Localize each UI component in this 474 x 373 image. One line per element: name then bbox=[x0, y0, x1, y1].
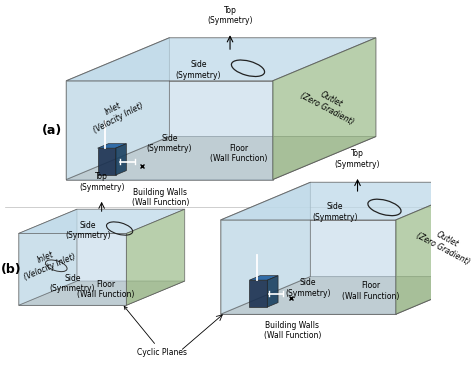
Text: Side
(Symmetry): Side (Symmetry) bbox=[285, 278, 331, 298]
Text: Side
(Symmetry): Side (Symmetry) bbox=[65, 220, 111, 240]
Polygon shape bbox=[220, 182, 310, 314]
Polygon shape bbox=[127, 209, 185, 305]
Polygon shape bbox=[249, 276, 278, 280]
Polygon shape bbox=[273, 38, 376, 179]
Polygon shape bbox=[66, 81, 273, 179]
Text: Inlet
(Velocity Inlet): Inlet (Velocity Inlet) bbox=[18, 242, 77, 282]
Text: Side
(Symmetry): Side (Symmetry) bbox=[50, 274, 95, 294]
Text: Outlet
(Zero Gradient): Outlet (Zero Gradient) bbox=[414, 221, 474, 266]
Polygon shape bbox=[98, 148, 116, 175]
Text: Top
(Symmetry): Top (Symmetry) bbox=[207, 6, 253, 25]
Text: (a): (a) bbox=[42, 124, 62, 137]
Text: Top
(Symmetry): Top (Symmetry) bbox=[79, 172, 124, 192]
Polygon shape bbox=[98, 144, 127, 148]
Text: Building Walls
(Wall Function): Building Walls (Wall Function) bbox=[132, 188, 189, 207]
Polygon shape bbox=[18, 281, 185, 305]
Text: (b): (b) bbox=[1, 263, 22, 276]
Polygon shape bbox=[66, 38, 376, 81]
Text: Side
(Symmetry): Side (Symmetry) bbox=[312, 202, 358, 222]
Text: Inlet
(Velocity Inlet): Inlet (Velocity Inlet) bbox=[87, 91, 145, 135]
Text: Floor
(Wall Function): Floor (Wall Function) bbox=[342, 281, 400, 301]
Polygon shape bbox=[220, 276, 474, 314]
Text: Floor
(Wall Function): Floor (Wall Function) bbox=[210, 144, 268, 163]
Polygon shape bbox=[66, 137, 376, 179]
Text: Outlet
(Zero Gradient): Outlet (Zero Gradient) bbox=[298, 82, 360, 127]
Polygon shape bbox=[249, 280, 267, 307]
Text: Floor
(Wall Function): Floor (Wall Function) bbox=[77, 280, 135, 299]
Polygon shape bbox=[116, 144, 127, 175]
Polygon shape bbox=[267, 276, 278, 307]
Polygon shape bbox=[66, 38, 169, 179]
Text: Building Walls
(Wall Function): Building Walls (Wall Function) bbox=[264, 321, 321, 340]
Polygon shape bbox=[18, 233, 127, 305]
Text: Cyclic Planes: Cyclic Planes bbox=[124, 306, 187, 357]
Polygon shape bbox=[220, 220, 396, 314]
Text: Side
(Symmetry): Side (Symmetry) bbox=[146, 134, 192, 153]
Polygon shape bbox=[220, 182, 474, 220]
Text: Top
(Symmetry): Top (Symmetry) bbox=[335, 150, 380, 169]
Polygon shape bbox=[396, 182, 474, 314]
Polygon shape bbox=[18, 209, 185, 233]
Polygon shape bbox=[18, 209, 77, 305]
Text: Side
(Symmetry): Side (Symmetry) bbox=[176, 60, 221, 80]
